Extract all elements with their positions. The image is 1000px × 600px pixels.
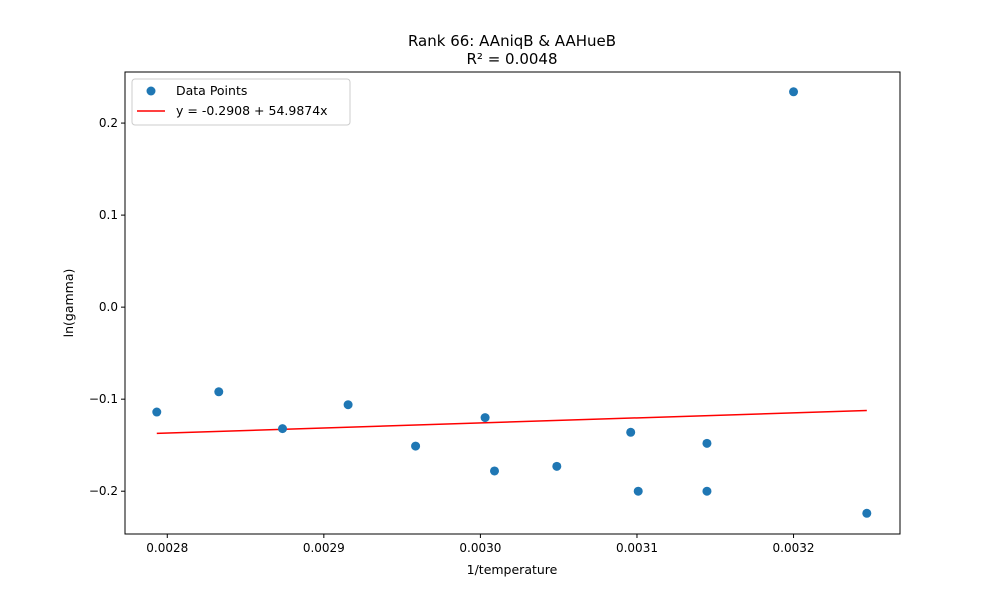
x-tick-label: 0.0028 — [146, 541, 188, 555]
data-point — [489, 466, 499, 476]
legend-box — [131, 78, 351, 126]
y-axis-label: ln(gamma) — [61, 269, 76, 338]
legend-label-fit-line: y = -0.2908 + 54.9874x — [176, 103, 328, 118]
x-axis-label: 1/temperature — [467, 562, 558, 577]
data-point — [278, 424, 288, 434]
legend-marker-data-points — [146, 86, 156, 96]
y-tick-label: 0.2 — [99, 116, 118, 130]
data-point — [862, 508, 872, 518]
y-tick-label: 0.1 — [99, 208, 118, 222]
data-point — [702, 486, 712, 496]
x-tick-label: 0.0031 — [616, 541, 658, 555]
legend-label-data-points: Data Points — [176, 83, 247, 98]
regression-line — [156, 409, 867, 435]
data-point — [633, 486, 643, 496]
data-points-group — [152, 87, 872, 518]
data-point — [626, 427, 636, 437]
data-point — [343, 400, 353, 410]
chart-title: Rank 66: AAniqB & AAHueB — [408, 32, 616, 50]
x-tick-label: 0.0030 — [459, 541, 501, 555]
x-tick-label: 0.0029 — [303, 541, 345, 555]
data-point — [552, 461, 562, 471]
y-tick-label: −0.2 — [89, 484, 118, 498]
data-point — [152, 407, 162, 417]
x-tick-label: 0.0032 — [773, 541, 815, 555]
plot-frame — [124, 71, 901, 535]
data-point — [702, 438, 712, 448]
data-point — [789, 87, 799, 97]
x-axis-ticks: 0.0028 0.0029 0.0030 0.0031 0.0032 — [146, 534, 815, 555]
y-axis-ticks: −0.2 −0.1 0.0 0.1 0.2 — [89, 116, 125, 498]
legend: Data Points y = -0.2908 + 54.9874x — [131, 78, 351, 126]
regression-line-group — [156, 409, 867, 435]
data-point — [411, 441, 421, 451]
y-tick-label: 0.0 — [99, 300, 118, 314]
y-tick-label: −0.1 — [89, 392, 118, 406]
data-point — [214, 387, 224, 397]
chart-subtitle: R² = 0.0048 — [466, 50, 557, 68]
data-point — [480, 413, 490, 423]
